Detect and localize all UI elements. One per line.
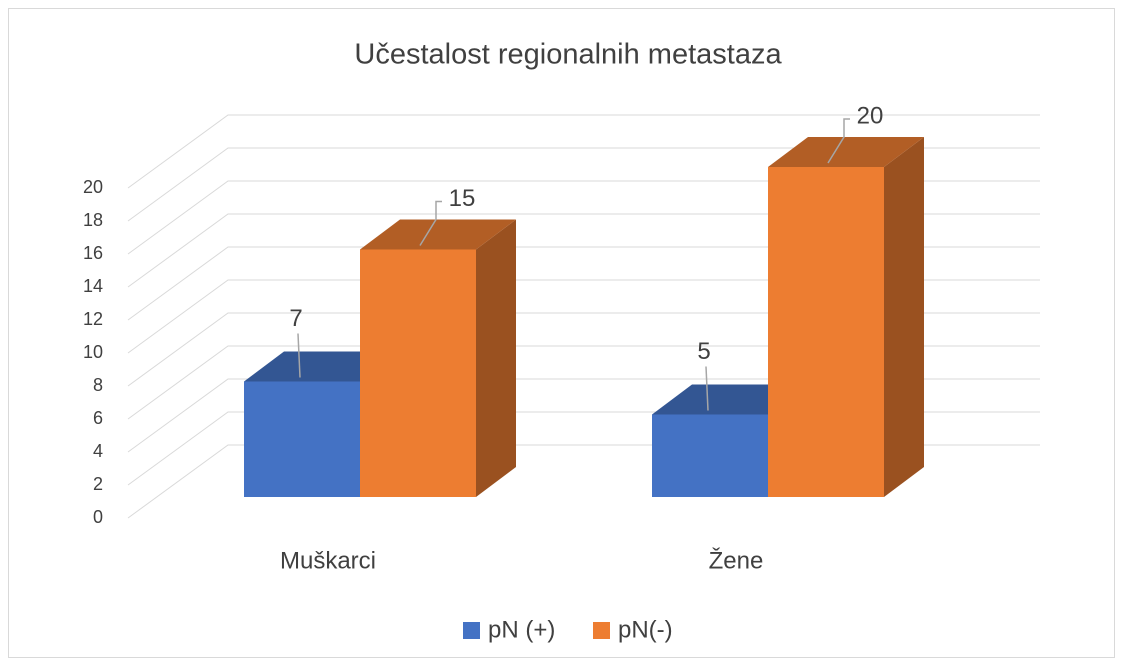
y-tick-label: 20 [83,177,103,197]
leader-line [827,118,850,164]
leader-line [297,333,301,378]
bar-side [884,137,924,497]
y-tick-label: 14 [83,276,103,296]
legend-swatch [593,622,610,639]
data-label: 7 [289,305,302,332]
y-tick-label: 16 [83,243,103,263]
y-tick-label: 12 [83,309,103,329]
grid-line [127,114,1040,189]
y-tick-label: 2 [93,474,103,494]
legend-label: pN (+) [488,616,555,643]
chart-title: Učestalost regionalnih metastaza [354,39,782,71]
bar-top [360,219,516,250]
x-tick-label: Žene [709,547,764,574]
x-tick-label: Muškarci [280,547,376,574]
y-tick-label: 6 [93,408,103,428]
legend-label: pN(-) [618,616,673,643]
y-tick-label: 0 [93,507,103,527]
y-tick-label: 8 [93,375,103,395]
legend-swatch [463,622,480,639]
bar [652,414,768,497]
chart-frame [8,8,1115,658]
bar [360,249,476,497]
data-label: 15 [449,185,476,212]
bar [244,381,360,497]
y-tick-label: 18 [83,210,103,230]
bar [768,167,884,497]
data-label: 5 [697,338,710,365]
y-tick-label: 4 [93,441,103,461]
bar-side [476,219,516,497]
leader-line [705,366,709,411]
bar-top [768,137,924,167]
y-tick-label: 10 [83,342,103,362]
grid-line [127,147,1040,222]
leader-line [419,200,442,246]
data-label: 20 [857,102,884,129]
